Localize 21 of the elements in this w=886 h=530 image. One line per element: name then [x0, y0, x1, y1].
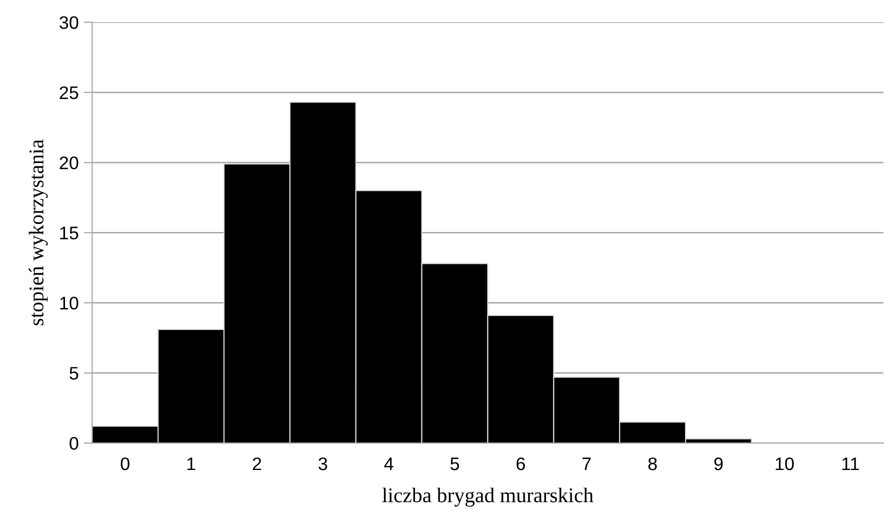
y-axis-title: stopień wykorzystania	[28, 140, 48, 326]
x-tick-label: 1	[187, 458, 196, 470]
x-axis-title: liczba brygad murarskich	[382, 488, 594, 507]
x-tick-label: 6	[516, 457, 525, 470]
x-tick-label: 10	[776, 457, 794, 470]
x-tick-label: 2	[252, 457, 262, 470]
x-tick-label: 9	[714, 457, 723, 470]
x-tick-label: 0	[120, 457, 130, 470]
x-tick-label: 8	[648, 457, 657, 470]
y-tick-label: 25	[60, 86, 78, 100]
x-tick-label: 5	[450, 458, 460, 470]
y-tick-label: 15	[60, 226, 78, 240]
x-tick-label: 3	[318, 457, 328, 470]
y-tick-label: 20	[60, 156, 78, 170]
y-tick-label: 30	[60, 16, 78, 29]
y-tick-label: 10	[60, 296, 78, 310]
x-tick-label: 4	[384, 458, 394, 470]
x-tick-label: 7	[582, 458, 591, 470]
x-tick-label: 11	[842, 458, 859, 470]
y-tick-label: 0	[70, 437, 78, 450]
y-tick-label: 5	[70, 367, 78, 380]
